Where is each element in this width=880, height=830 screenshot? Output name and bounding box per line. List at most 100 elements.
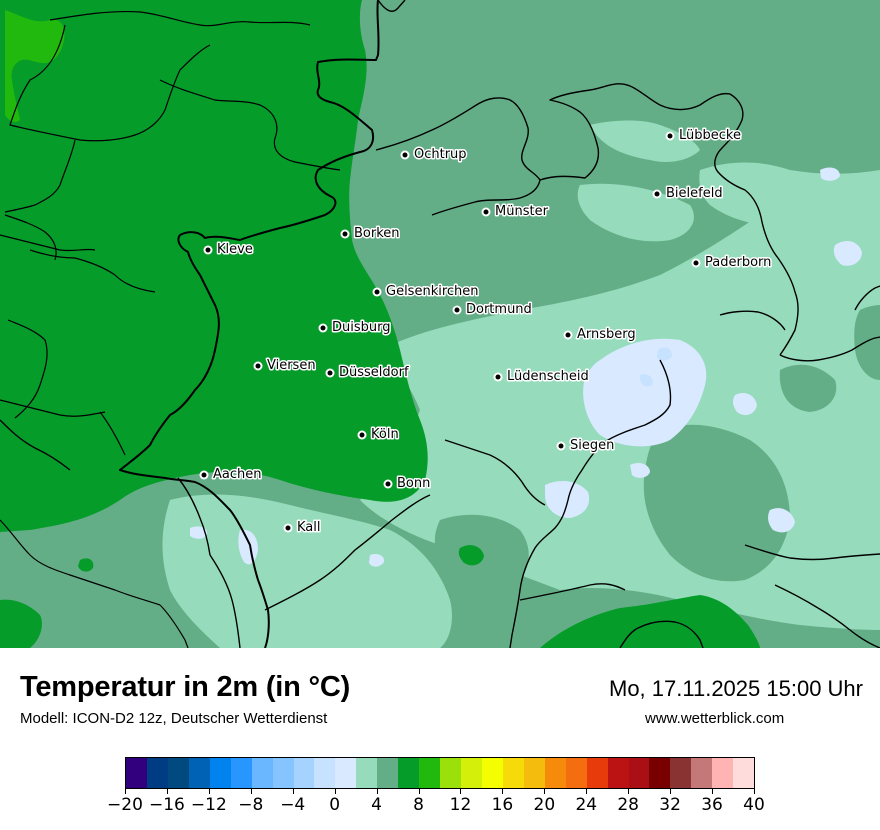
colorbar-tick [544, 789, 546, 794]
temperature-colorbar [125, 757, 755, 789]
city-marker: Köln [357, 426, 400, 444]
colorbar-tick-label: 32 [659, 795, 681, 815]
colorbar-segment [712, 758, 734, 788]
colorbar-tick [460, 789, 462, 794]
colorbar-segment [314, 758, 336, 788]
colorbar-tick [628, 789, 630, 794]
colorbar-tick-label: 4 [371, 795, 383, 815]
city-dot-icon [495, 374, 501, 380]
city-marker: Aachen [199, 466, 263, 484]
city-marker: Lüdenscheid [493, 368, 590, 386]
colorbar-segment [272, 758, 294, 788]
colorbar-segment [691, 758, 713, 788]
colorbar-tick [208, 789, 210, 794]
colorbar-tick [754, 789, 755, 794]
city-dot-icon [201, 472, 207, 478]
colorbar-segment [565, 758, 587, 788]
map-title: Temperatur in 2m (in °C) [20, 671, 351, 703]
colorbar-segment [440, 758, 461, 788]
city-label: Münster [495, 204, 549, 219]
city-label: Viersen [267, 358, 316, 373]
colorbar-segment [544, 758, 566, 788]
colorbar-segment [649, 758, 671, 788]
city-marker: Kall [283, 519, 322, 537]
city-marker: Lübbecke [665, 127, 742, 145]
colorbar-tick-label: 28 [617, 795, 640, 815]
model-source: Modell: ICON-D2 12z, Deutscher Wetterdie… [20, 710, 328, 727]
colorbar-tick-label: −16 [148, 795, 185, 815]
colorbar-segment [502, 758, 524, 788]
colorbar-segment [377, 758, 399, 788]
colorbar-tick-label: 24 [575, 795, 598, 815]
city-dot-icon [558, 443, 564, 449]
city-marker: Münster [481, 203, 550, 221]
colorbar-segment [188, 758, 210, 788]
city-label: Bonn [397, 476, 430, 491]
city-label: Kleve [217, 242, 253, 257]
colorbar-tick [166, 789, 168, 794]
colorbar-segment [670, 758, 692, 788]
colorbar-tick-label: 16 [491, 795, 514, 815]
borders [0, 0, 880, 648]
city-dot-icon [320, 325, 326, 331]
colorbar-tick-label: −20 [107, 795, 143, 815]
city-label: Duisburg [332, 320, 391, 335]
colorbar-segment [481, 758, 503, 788]
colorbar-segment [398, 758, 420, 788]
city-marker: Gelsenkirchen [372, 283, 480, 301]
temperature-map: Lübbecke Ochtrup Bielefeld Münster Borken Kle… [0, 0, 880, 648]
website-link[interactable]: www.wetterblick.com [645, 710, 785, 727]
city-label: Köln [371, 427, 399, 442]
colorbar-segment [733, 758, 755, 788]
city-dot-icon [402, 152, 408, 158]
city-label: Lüdenscheid [507, 369, 589, 384]
city-dot-icon [342, 231, 348, 237]
colorbar-segment [523, 758, 545, 788]
city-label: Aachen [213, 467, 261, 482]
colorbar-tick-label: 36 [701, 795, 723, 815]
colorbar-tick [586, 789, 588, 794]
city-marker: Ochtrup [400, 146, 468, 164]
city-marker: Dortmund [452, 301, 533, 319]
colorbar-tick-label: −8 [238, 795, 264, 815]
colorbar-segment [167, 758, 189, 788]
city-marker: Borken [340, 225, 401, 243]
city-label: Siegen [570, 438, 614, 453]
city-dot-icon [667, 133, 673, 139]
city-marker: Paderborn [691, 254, 773, 272]
colorbar-segment [461, 758, 482, 788]
colorbar-tick-label: −4 [280, 795, 306, 815]
colorbar-tick-label: −12 [190, 795, 227, 815]
colorbar-tick [670, 789, 672, 794]
colorbar-tick [250, 789, 252, 794]
colorbar-tick-label: 8 [413, 795, 424, 815]
colorbar-tick-label: 20 [533, 795, 556, 815]
city-dot-icon [454, 307, 460, 313]
colorbar-tick [292, 789, 294, 794]
colorbar-tick-label: 12 [449, 795, 472, 815]
colorbar-ticks: −20 −16 −12 −8 −4 0 4 8 12 16 20 24 28 32 36 40 [107, 789, 765, 819]
city-label: Gelsenkirchen [386, 284, 479, 299]
city-label: Dortmund [466, 302, 532, 317]
city-dot-icon [205, 247, 211, 253]
colorbar-tick [334, 789, 336, 794]
colorbar-segment [628, 758, 650, 788]
city-marker: Arnsberg [563, 326, 637, 344]
colorbar-tick-label: 40 [743, 795, 765, 815]
city-marker: Viersen [253, 357, 317, 375]
city-marker: Siegen [556, 437, 616, 455]
city-dot-icon [255, 363, 261, 369]
colorbar-segment [356, 758, 378, 788]
city-dot-icon [385, 481, 391, 487]
city-marker: Bielefeld [652, 185, 724, 203]
city-label: Bielefeld [666, 186, 723, 201]
colorbar-tick [376, 789, 378, 794]
colorbar-segment [146, 758, 168, 788]
city-dot-icon [693, 260, 699, 266]
colorbar-tick-label: 0 [329, 795, 341, 815]
colorbar-segment [251, 758, 273, 788]
colorbar-tick [418, 789, 420, 794]
city-markers: Lübbecke Ochtrup Bielefeld Münster Borken Kle… [199, 127, 773, 537]
city-label: Paderborn [705, 255, 771, 270]
city-marker: Kleve [203, 241, 254, 259]
